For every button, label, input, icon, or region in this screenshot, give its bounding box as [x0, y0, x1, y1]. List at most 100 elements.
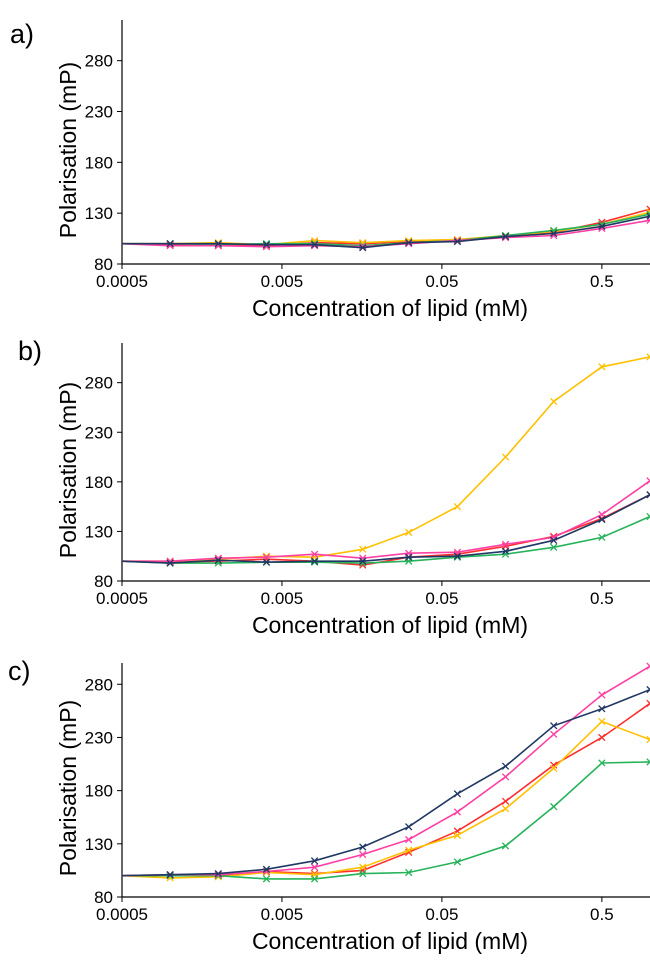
data-point-marker — [214, 241, 222, 249]
data-point-marker — [598, 363, 606, 371]
panel-label-c: c) — [8, 656, 31, 686]
data-point-marker — [453, 237, 462, 246]
panel-label-b: b) — [18, 336, 42, 366]
data-point-marker — [550, 722, 558, 730]
series-line — [122, 480, 650, 563]
data-point-marker — [310, 863, 319, 871]
data-point-marker — [598, 691, 606, 699]
data-point-marker — [453, 236, 462, 245]
data-point-marker — [501, 453, 510, 461]
x-axis-title-b: Concentration of lipid (mM) — [252, 612, 528, 638]
data-point-marker — [262, 552, 271, 560]
y-tick-label: 80 — [94, 255, 113, 274]
data-point-marker — [646, 685, 650, 694]
data-point-marker — [359, 843, 367, 851]
data-point-marker — [598, 533, 606, 542]
series-layer-a — [122, 205, 650, 252]
data-point-marker — [598, 733, 606, 742]
data-point-marker — [501, 762, 510, 770]
series-line — [122, 208, 650, 247]
y-tick-label: 230 — [85, 728, 113, 747]
data-point-marker — [598, 222, 606, 231]
data-point-marker — [550, 536, 558, 545]
data-point-marker — [214, 240, 222, 248]
x-axis-title-c: Concentration of lipid (mM) — [252, 928, 528, 954]
data-point-marker — [214, 869, 222, 878]
data-point-marker — [359, 863, 367, 871]
data-point-marker — [262, 875, 271, 883]
data-point-marker — [453, 502, 462, 511]
series-line — [122, 720, 650, 879]
data-point-marker — [405, 868, 413, 877]
data-point-marker — [262, 558, 271, 566]
data-point-marker — [359, 850, 367, 859]
series-line — [122, 215, 650, 249]
y-tick-label: 230 — [85, 103, 113, 122]
x-axis-title-a: Concentration of lipid (mM) — [252, 295, 528, 321]
data-point-marker — [166, 559, 174, 567]
data-point-marker — [405, 528, 413, 537]
series-line — [122, 211, 650, 246]
data-point-marker — [310, 857, 319, 865]
data-point-marker — [359, 545, 367, 553]
data-point-marker — [310, 241, 319, 249]
x-tick-label: 0.005 — [261, 589, 304, 608]
data-point-marker — [262, 241, 271, 249]
data-point-marker — [501, 842, 510, 850]
series-line — [122, 688, 650, 877]
x-tick-label: 0.005 — [261, 272, 304, 291]
data-point-marker — [166, 241, 174, 249]
y-axis-title-c: Polarisation (mP) — [55, 700, 81, 876]
x-tick-label: 0.05 — [425, 272, 458, 291]
data-point-marker — [310, 558, 319, 566]
data-point-marker — [359, 244, 367, 252]
y-tick-label: 180 — [85, 153, 113, 172]
x-tick-label: 0.05 — [425, 905, 458, 924]
data-point-marker — [310, 869, 319, 878]
data-point-marker — [646, 477, 650, 485]
data-point-marker — [501, 547, 510, 555]
data-point-marker — [550, 730, 558, 738]
data-point-marker — [646, 662, 650, 670]
data-point-marker — [646, 699, 650, 708]
data-point-marker — [598, 705, 606, 713]
series-line — [122, 515, 650, 564]
panel-c: c) 80 130 180 230 280 0.0005 0.005 0.05 0.5 Conc… — [8, 656, 650, 954]
x-tick-label: 0.005 — [261, 905, 304, 924]
x-tick-label: 0.0005 — [96, 589, 148, 608]
series-line — [122, 493, 650, 564]
data-point-marker — [646, 735, 650, 744]
data-point-marker — [646, 212, 650, 220]
data-point-marker — [646, 353, 650, 361]
data-point-marker — [501, 805, 510, 813]
data-point-marker — [214, 871, 222, 879]
series-line — [122, 665, 650, 877]
x-tick-label: 0.5 — [590, 905, 614, 924]
axes-c: 80 130 180 230 280 0.0005 0.005 0.05 0.5 — [85, 663, 650, 924]
x-tick-label: 0.0005 — [96, 905, 148, 924]
data-point-marker — [166, 558, 174, 566]
data-point-marker — [598, 515, 606, 524]
series-line — [122, 213, 650, 247]
series-line — [122, 761, 650, 880]
data-point-marker — [646, 491, 650, 499]
data-point-marker — [166, 240, 174, 248]
data-point-marker — [405, 846, 413, 854]
panel-b: b) 80 130 180 230 280 0.0005 0.005 0.05 0.5 Conc… — [18, 336, 650, 638]
x-tick-label: 0.5 — [590, 272, 614, 291]
x-tick-label: 0.0005 — [96, 272, 148, 291]
x-tick-label: 0.05 — [425, 589, 458, 608]
data-point-marker — [453, 552, 462, 560]
y-tick-label: 180 — [85, 782, 113, 801]
data-point-marker — [166, 872, 174, 880]
data-point-marker — [453, 831, 462, 839]
data-point-marker — [262, 240, 271, 248]
data-point-marker — [501, 232, 510, 241]
data-point-marker — [405, 240, 413, 248]
data-point-marker — [310, 557, 319, 565]
data-point-marker — [646, 758, 650, 766]
data-point-marker — [262, 865, 271, 874]
y-tick-label: 280 — [85, 675, 113, 694]
y-tick-label: 230 — [85, 423, 113, 442]
